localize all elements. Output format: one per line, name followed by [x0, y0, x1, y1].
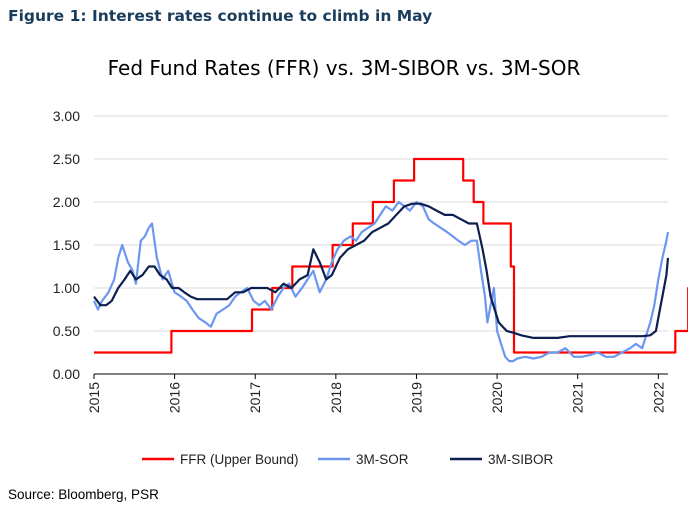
- series-lines: [93, 157, 688, 363]
- chart-title: Fed Fund Rates (FFR) vs. 3M-SIBOR vs. 3M…: [107, 56, 581, 80]
- x-tick-label: 2018: [328, 382, 344, 413]
- x-tick-label: 2016: [167, 382, 183, 413]
- figure-caption: Figure 1: Interest rates continue to cli…: [8, 7, 433, 25]
- x-tick-label: 2019: [408, 382, 424, 413]
- x-tick-label: 2021: [570, 382, 586, 413]
- source-note: Source: Bloomberg, PSR: [8, 487, 159, 502]
- y-tick-label: 1.50: [53, 237, 80, 253]
- x-tick-label: 2015: [86, 382, 102, 413]
- y-tick-label: 1.00: [53, 280, 80, 296]
- y-tick-label: 0.00: [53, 366, 80, 382]
- legend-label: 3M-SOR: [356, 452, 409, 467]
- gridlines: [94, 115, 668, 332]
- x-tick-label: 2022: [650, 382, 666, 413]
- axes: 0.00 0.50 1.00 1.50 2.00 2.50 3.00 2015 2016 2017…: [53, 108, 668, 413]
- series-line-3m-sibor: [93, 202, 670, 339]
- x-tick-label: 2020: [489, 382, 505, 413]
- y-tick-label: 2.50: [53, 151, 80, 167]
- x-tick-label: 2017: [247, 382, 263, 413]
- y-tick-label: 0.50: [53, 323, 80, 339]
- series-line-ffr-upper-bound: [94, 157, 688, 354]
- y-tick-label: 2.00: [53, 194, 80, 210]
- legend-label: 3M-SIBOR: [488, 452, 554, 467]
- y-tick-label: 3.00: [53, 108, 80, 124]
- legend-label: FFR (Upper Bound): [180, 452, 299, 467]
- legend: FFR (Upper Bound) 3M-SOR 3M-SIBOR: [142, 452, 554, 467]
